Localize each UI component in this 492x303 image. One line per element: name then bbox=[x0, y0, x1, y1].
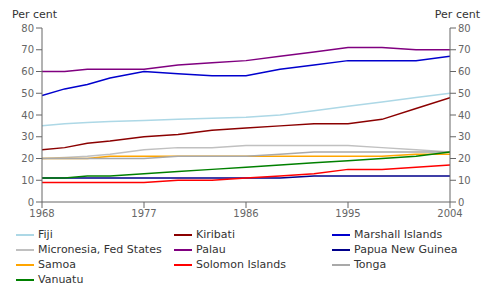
html-text:Per cent: Per cent bbox=[12, 8, 58, 21]
svg-text:60: 60 bbox=[458, 66, 471, 77]
html-text:Solomon Islands: Solomon Islands bbox=[196, 258, 286, 271]
svg-text:70: 70 bbox=[21, 44, 34, 55]
html-text:Palau: Palau bbox=[196, 243, 226, 256]
svg-text:40: 40 bbox=[21, 110, 34, 121]
svg-text:30: 30 bbox=[458, 131, 471, 142]
svg-text:60: 60 bbox=[21, 66, 34, 77]
svg-text:0: 0 bbox=[458, 197, 464, 208]
svg-text:20: 20 bbox=[21, 153, 34, 164]
html-text:Tonga: Tonga bbox=[354, 258, 387, 271]
html-text:Kiribati: Kiribati bbox=[196, 228, 235, 241]
svg-text:70: 70 bbox=[458, 44, 471, 55]
html-text:Papua New Guinea: Papua New Guinea bbox=[354, 243, 458, 256]
svg-text:1995: 1995 bbox=[335, 208, 360, 219]
html-text:Samoa: Samoa bbox=[38, 258, 76, 271]
html-text:Marshall Islands: Marshall Islands bbox=[354, 228, 443, 241]
html-text:Fiji: Fiji bbox=[38, 228, 53, 241]
svg-text:1977: 1977 bbox=[131, 208, 156, 219]
svg-text:1986: 1986 bbox=[233, 208, 258, 219]
svg-text:80: 80 bbox=[458, 23, 471, 34]
svg-text:20: 20 bbox=[458, 153, 471, 164]
svg-text:0: 0 bbox=[28, 197, 34, 208]
svg-text:10: 10 bbox=[21, 175, 34, 186]
html-text:Per cent: Per cent bbox=[434, 8, 480, 21]
svg-text:1968: 1968 bbox=[29, 208, 54, 219]
svg-text:40: 40 bbox=[458, 110, 471, 121]
svg-text:2004: 2004 bbox=[437, 208, 462, 219]
html-text:Micronesia, Fed States: Micronesia, Fed States bbox=[38, 243, 162, 256]
svg-text:50: 50 bbox=[458, 88, 471, 99]
svg-text:80: 80 bbox=[21, 23, 34, 34]
svg-text:10: 10 bbox=[458, 175, 471, 186]
svg-text:50: 50 bbox=[21, 88, 34, 99]
svg-text:30: 30 bbox=[21, 131, 34, 142]
html-text:Vanuatu: Vanuatu bbox=[38, 273, 84, 286]
